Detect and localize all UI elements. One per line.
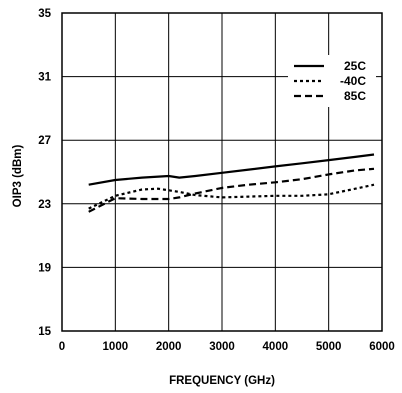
x-tick-label: 1000: [103, 341, 129, 353]
y-tick-label: 27: [38, 135, 51, 147]
x-tick-label: 3000: [209, 341, 235, 353]
x-tick-label: 2000: [156, 341, 182, 353]
plot-area-frame: [61, 12, 383, 332]
x-tick-label: 5000: [316, 341, 342, 353]
series-layer: [88, 153, 375, 213]
x-tick-label: 6000: [369, 341, 395, 353]
legend-label: 25C: [344, 59, 366, 73]
series-line-85c: [88, 167, 375, 213]
tick-labels: 0 1000 2000 3000 4000 5000 6000 15 19 23 27 31 35: [38, 8, 395, 353]
series-line-40c: [88, 183, 375, 210]
y-tick-label: 35: [38, 8, 51, 20]
legend-label: -40C: [340, 74, 366, 88]
y-tick-label: 23: [38, 199, 51, 211]
y-axis-title: OIP3 (dBm): [12, 145, 24, 208]
y-tick-label: 31: [38, 72, 51, 84]
y-tick-label: 15: [38, 326, 51, 338]
series-line-25c: [88, 153, 375, 186]
x-tick-label: 0: [59, 341, 65, 353]
x-tick-label: 4000: [263, 341, 289, 353]
y-tick-label: 19: [38, 262, 51, 274]
x-axis-title: FREQUENCY (GHz): [169, 375, 275, 387]
legend-label: 85C: [344, 89, 366, 103]
